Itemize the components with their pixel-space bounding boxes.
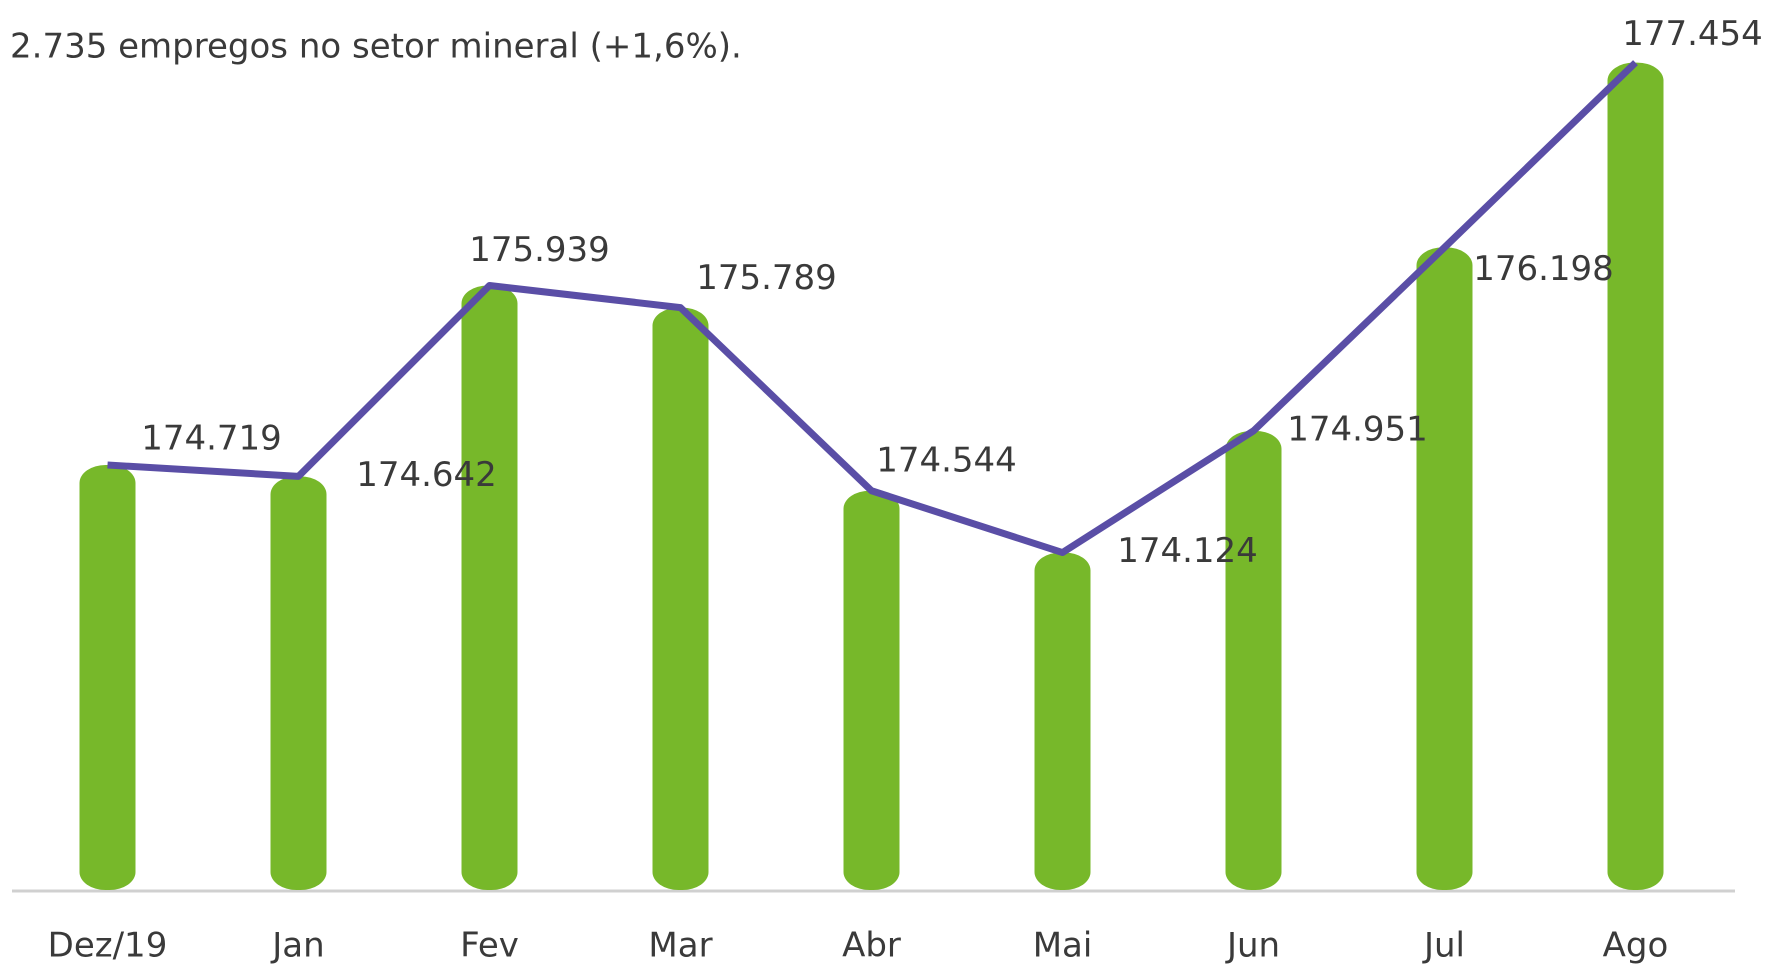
x-tick-label: Ago bbox=[1603, 926, 1669, 966]
x-tick-label: Mar bbox=[648, 926, 712, 966]
x-tick-label: Abr bbox=[842, 926, 901, 966]
bar bbox=[270, 476, 327, 890]
data-label: 174.951 bbox=[1287, 409, 1428, 449]
line bbox=[107, 60, 1638, 557]
data-label: 177.454 bbox=[1622, 14, 1763, 54]
data-label: 175.939 bbox=[469, 230, 610, 270]
bar bbox=[79, 465, 136, 890]
x-tick-label: Jul bbox=[1422, 926, 1465, 966]
x-tick-label: Dez/19 bbox=[48, 926, 168, 966]
bar bbox=[1225, 430, 1282, 890]
data-label: 174.544 bbox=[876, 440, 1017, 480]
bar bbox=[1607, 62, 1664, 890]
bar bbox=[652, 307, 709, 890]
bar bbox=[1034, 552, 1091, 890]
x-tick-label: Mai bbox=[1033, 926, 1093, 966]
data-label: 174.719 bbox=[141, 419, 282, 459]
data-label: 174.642 bbox=[356, 455, 497, 495]
data-label: 176.198 bbox=[1473, 249, 1614, 289]
chart-subtitle: 2.735 empregos no setor mineral (+1,6%). bbox=[10, 27, 742, 67]
bar bbox=[1416, 247, 1473, 891]
bar bbox=[843, 490, 900, 890]
x-tick-label: Fev bbox=[460, 926, 519, 966]
data-label: 174.124 bbox=[1117, 531, 1258, 571]
bar bbox=[461, 285, 518, 890]
x-tick-label: Jan bbox=[270, 926, 324, 966]
data-label: 175.789 bbox=[696, 258, 837, 298]
x-tick-label: Jun bbox=[1225, 926, 1280, 966]
